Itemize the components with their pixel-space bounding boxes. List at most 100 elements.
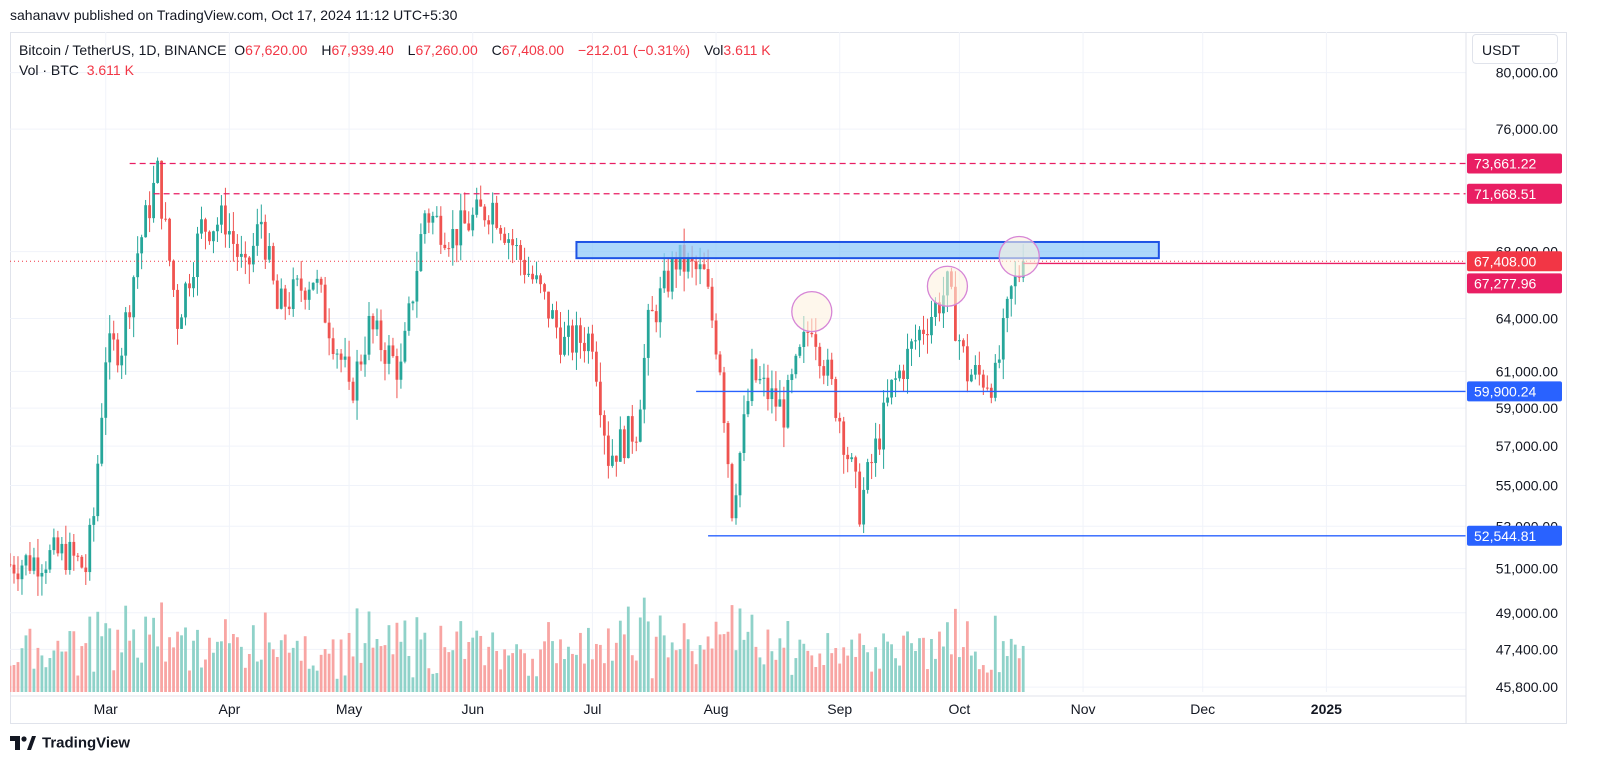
volume-bar [435,673,439,692]
volume-bar [762,664,766,692]
volume-bar [20,648,24,692]
low-label: L [407,42,416,58]
volume-bar [459,621,463,692]
volume-bar [423,632,427,692]
price-tick-label: 76,000.00 [1496,121,1558,137]
volume-bar [726,631,730,692]
volume-bar [136,657,140,692]
volume-bar [579,632,582,692]
volume-bar [371,647,375,692]
candle-body [710,286,714,321]
candle-body [906,348,909,380]
time-tick-label: Aug [704,701,729,717]
price-label: 59,900.24 [1467,381,1562,402]
volume-bar [120,652,124,692]
volume-bar [68,631,72,692]
volume-bar [291,647,295,692]
candle-body [726,423,730,465]
volume-bar [547,622,550,692]
candle-body [307,289,311,300]
volume-bar [942,646,945,692]
volume-bar [822,665,826,692]
time-tick-label: Dec [1190,701,1215,717]
candle-body [674,258,678,270]
volume-row-value: 3.611 K [86,62,134,78]
candle-body [148,205,152,219]
volume-bar [938,631,941,692]
price-label: 67,408.00 [1467,251,1562,272]
candle-body [930,317,933,336]
candle-body [499,227,503,234]
candle-body [112,333,116,340]
volume-bar [403,620,407,692]
candle-body [563,336,566,355]
volume-bar [618,620,622,692]
price-tick-label: 64,000.00 [1496,310,1558,326]
price-label-text: 67,277.96 [1474,275,1536,291]
volume-bar [790,674,794,692]
candle-body [156,160,159,183]
candle-body [76,555,80,557]
candle-body [231,231,235,244]
volume-bar [969,655,973,692]
candle-body [842,421,846,455]
volume-bar [343,675,347,692]
price-label: 52,544.81 [1467,525,1562,546]
candle-body [459,210,463,246]
volume-bar [200,667,203,692]
volume-bar [678,649,682,692]
open-label: O [234,42,246,58]
volume-bar [28,628,32,692]
volume-bar [997,672,1001,692]
candle-body [263,221,267,260]
volume-bar [810,655,814,692]
price-label-text: 59,900.24 [1474,383,1536,399]
volume-bar [407,656,411,692]
currency-unit-button[interactable]: USDT [1472,34,1558,64]
candle-body [427,213,431,223]
volume-bar [738,608,742,692]
candle-body [216,224,219,232]
candle-body [455,229,459,246]
candle-body [1009,286,1013,299]
candle-body [379,320,383,351]
candle-body [826,359,830,376]
candle-body [423,213,427,235]
price-label-bg [1467,183,1562,204]
chart-frame[interactable] [10,32,1567,724]
candle-body [806,331,810,333]
candle-body [24,555,28,566]
volume-row-label[interactable]: Vol · BTC [19,62,79,78]
volume-bar [527,675,530,692]
candle-body [331,338,335,355]
candle-body [419,234,423,271]
candle-body [196,233,199,278]
volume-bar [575,654,578,692]
volume-bar [427,668,431,692]
candle-body [92,516,96,525]
symbol-title[interactable]: Bitcoin / TetherUS, 1D, BINANCE [19,42,227,58]
candle-body [782,399,786,428]
volume-bar [802,643,806,692]
candle-body [519,245,522,260]
volume-bar [654,636,658,692]
volume-bar [180,635,183,692]
volume-bar [231,633,235,692]
candle-body [48,550,52,570]
volume-bar [814,667,818,692]
volume-bar [926,669,929,692]
volume-bar [698,645,702,692]
volume-bar [734,650,738,692]
volume-bar [152,617,156,692]
volume-bar [299,660,303,692]
volume-bar [985,672,989,692]
candle-body [571,325,574,353]
volume-bar [259,659,263,692]
volume-bar [523,653,526,692]
time-tick-label: Mar [94,701,118,717]
tradingview-footer[interactable]: TradingView [10,734,130,758]
price-tick-label: 51,000.00 [1496,561,1558,577]
candle-body [523,259,526,275]
volume-bar [56,640,60,692]
